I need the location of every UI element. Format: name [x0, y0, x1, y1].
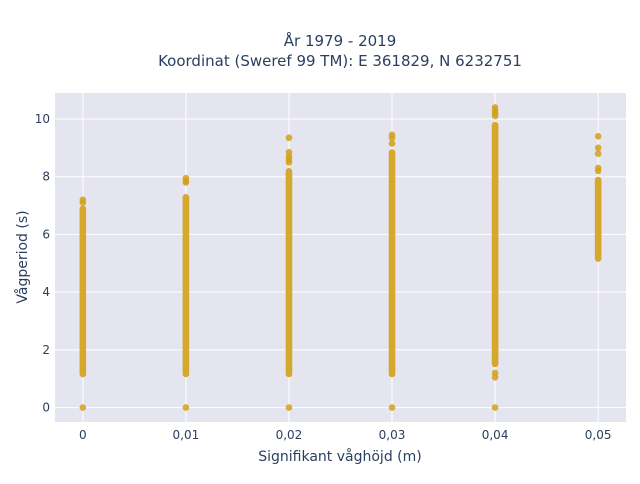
x-axis-label: Signifikant våghöjd (m)	[258, 448, 421, 465]
data-point	[388, 140, 396, 147]
data-point-band	[594, 176, 602, 262]
x-tick-label: 0,04	[482, 428, 509, 442]
data-points	[79, 104, 602, 411]
x-tick-label: 0,01	[173, 428, 200, 442]
data-point	[388, 134, 396, 142]
y-tick-label: 10	[35, 112, 50, 126]
data-point	[285, 158, 293, 166]
data-column	[594, 176, 602, 262]
data-point-band	[388, 149, 396, 378]
data-point	[594, 132, 602, 140]
data-point	[285, 404, 293, 411]
data-column	[388, 149, 396, 378]
data-point	[491, 373, 499, 381]
data-column	[182, 194, 190, 378]
data-point-band	[79, 205, 87, 378]
data-point-band	[285, 168, 293, 378]
y-tick-label: 4	[42, 285, 50, 299]
data-point-band	[491, 121, 499, 368]
data-column	[79, 205, 87, 378]
data-point	[491, 404, 499, 411]
x-tick-label: 0	[79, 428, 87, 442]
data-point	[182, 179, 190, 186]
y-tick-label: 2	[42, 343, 50, 357]
data-point	[594, 150, 602, 157]
data-column	[285, 168, 293, 378]
data-point	[285, 134, 293, 142]
data-point	[491, 112, 499, 120]
y-axis-label: Vågperiod (s)	[14, 210, 31, 303]
x-tick-label: 0,03	[379, 428, 406, 442]
data-point	[388, 404, 396, 411]
y-axis-ticks: 0 2 4 6 8 10	[35, 112, 50, 415]
plot-area	[55, 93, 626, 422]
data-point	[79, 404, 87, 411]
y-tick-label: 8	[42, 170, 50, 184]
y-tick-label: 6	[42, 227, 50, 241]
data-point	[182, 404, 190, 411]
data-point-band	[182, 194, 190, 378]
data-point	[79, 199, 87, 206]
x-axis-ticks: 0 0,01 0,02 0,03 0,04 0,05	[79, 428, 612, 442]
x-tick-label: 0,05	[585, 428, 612, 442]
chart-title-line2: Koordinat (Sweref 99 TM): E 361829, N 62…	[158, 52, 522, 70]
data-column	[491, 121, 499, 368]
data-point	[594, 144, 602, 152]
x-tick-label: 0,02	[276, 428, 303, 442]
chart-title-line1: År 1979 - 2019	[284, 31, 397, 50]
data-point	[594, 167, 602, 175]
y-tick-label: 0	[42, 401, 50, 415]
